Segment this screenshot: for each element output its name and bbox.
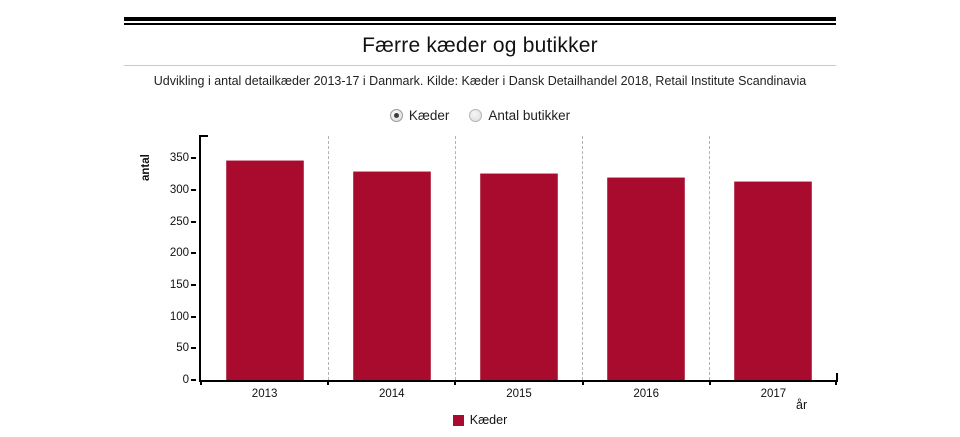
y-tick-300 — [191, 188, 196, 191]
gridline-3 — [582, 136, 584, 380]
y-tick-150 — [191, 283, 196, 286]
y-tick-label-50: 50 — [176, 342, 189, 355]
x-category-2013: 2013 — [251, 388, 278, 400]
y-tick-0 — [191, 379, 196, 381]
gridline-1 — [327, 136, 329, 380]
bar-2016 — [607, 177, 686, 380]
radio-kaeder-icon — [389, 109, 403, 122]
x-category-2014: 2014 — [378, 388, 405, 400]
x-category-2017: 2017 — [760, 388, 787, 400]
radio-antal-butikker-label: Antal butikker — [488, 108, 571, 123]
y-tick-label-350: 350 — [169, 152, 189, 165]
y-tick-200 — [191, 252, 196, 255]
legend-label-kaeder: Kæder — [469, 413, 508, 427]
y-tick-label-200: 200 — [169, 247, 189, 260]
radio-kaeder[interactable]: Kæder — [389, 108, 450, 123]
gridline-4 — [709, 136, 711, 380]
y-tick-350 — [191, 157, 196, 160]
x-category-2016: 2016 — [633, 388, 659, 400]
y-tick-label-150: 150 — [169, 278, 189, 291]
series-toggle-group: Kæder Antal butikker — [124, 108, 836, 123]
legend-swatch-kaeder-icon — [452, 414, 464, 426]
x-axis-end-cap — [836, 373, 838, 382]
x-tick-4 — [708, 380, 711, 385]
y-tick-250 — [191, 220, 196, 223]
bar-2017 — [734, 181, 813, 380]
chart-legend: Kæder — [124, 413, 836, 427]
y-axis-end-cap — [199, 135, 208, 137]
radio-kaeder-label: Kæder — [408, 108, 450, 123]
y-tick-100 — [191, 315, 196, 318]
x-tick-3 — [581, 380, 584, 385]
bar-2014 — [352, 171, 431, 380]
plot-area: 0 50 100 150 200 250 300 350 2013 2014 2015 2016 201… — [170, 135, 838, 400]
y-tick-label-300: 300 — [169, 183, 189, 196]
radio-antal-butikker-icon — [469, 109, 483, 122]
legend-item-kaeder: Kæder — [452, 413, 508, 427]
header-double-rule — [124, 17, 836, 25]
bar-2013 — [225, 160, 304, 380]
x-tick-1 — [327, 380, 330, 385]
x-category-2015: 2015 — [506, 388, 532, 400]
report-panel: Færre kæder og butikker Udvikling i anta… — [124, 0, 838, 431]
chart-subtitle: Udvikling i antal detailkæder 2013-17 i … — [153, 74, 807, 88]
x-tick-2 — [454, 380, 457, 385]
y-tick-label-250: 250 — [169, 215, 189, 228]
y-tick-label-100: 100 — [169, 310, 189, 323]
page-title: Færre kæder og butikker — [362, 34, 598, 57]
y-tick-label-0: 0 — [182, 374, 189, 386]
radio-antal-butikker[interactable]: Antal butikker — [469, 108, 570, 123]
gridline-2 — [454, 136, 456, 380]
x-axis-title: år — [796, 398, 808, 412]
y-tick-50 — [191, 347, 196, 350]
bar-2015 — [480, 173, 558, 380]
x-tick-5 — [835, 380, 837, 385]
bar-chart: antal 0 50 100 150 200 250 300 350 2013 2014 2015 2… — [124, 135, 838, 431]
x-tick-0 — [200, 380, 202, 385]
title-divider — [124, 65, 836, 66]
